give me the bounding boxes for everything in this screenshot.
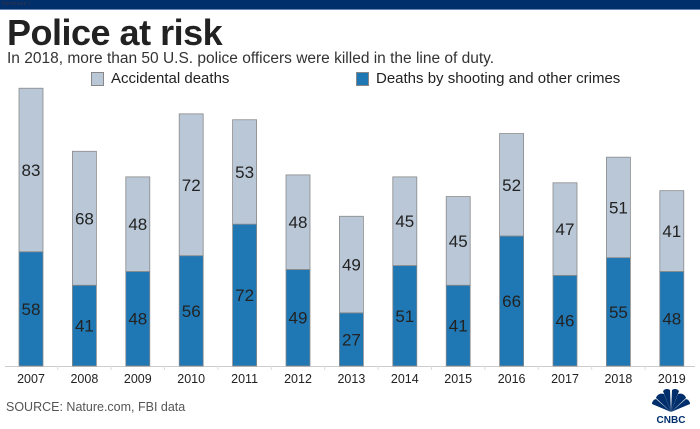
svg-text:CNBC: CNBC bbox=[657, 415, 686, 424]
x-tick-label: 2010 bbox=[177, 372, 205, 386]
data-label: 49 bbox=[342, 256, 361, 275]
data-label: 48 bbox=[289, 213, 308, 232]
x-tick-label: 2011 bbox=[231, 372, 258, 386]
data-label: 45 bbox=[395, 212, 414, 231]
data-label: 68 bbox=[75, 209, 94, 228]
x-tick-label: 2018 bbox=[604, 372, 632, 386]
data-label: 58 bbox=[22, 300, 41, 319]
x-tick-label: 2015 bbox=[444, 372, 472, 386]
bar-accidental bbox=[659, 190, 685, 272]
data-label: 66 bbox=[502, 292, 521, 311]
data-label: 56 bbox=[182, 302, 201, 321]
data-label: 53 bbox=[235, 163, 254, 182]
legend-swatch bbox=[356, 71, 369, 86]
bar-shooting bbox=[606, 257, 631, 367]
data-label: 48 bbox=[128, 310, 147, 329]
bar-accidental bbox=[125, 176, 151, 272]
bar-accidental bbox=[338, 215, 364, 314]
x-tick-label: 2007 bbox=[17, 372, 45, 386]
bar-accidental bbox=[392, 176, 418, 266]
data-label: 45 bbox=[449, 232, 468, 251]
data-label: 41 bbox=[662, 222, 681, 241]
bar-shooting bbox=[445, 284, 471, 367]
legend-label: Deaths by shooting and other crimes bbox=[376, 70, 621, 87]
x-tick-label: 2017 bbox=[551, 372, 579, 386]
bar-shooting bbox=[178, 255, 204, 367]
data-label: 83 bbox=[22, 161, 41, 180]
x-tick-label: 2009 bbox=[124, 372, 152, 386]
data-label: 48 bbox=[128, 215, 147, 234]
bar-shooting bbox=[72, 284, 97, 367]
bar-accidental bbox=[232, 119, 258, 225]
bar-accidental bbox=[285, 174, 311, 270]
data-label: 72 bbox=[182, 176, 201, 195]
data-label: 46 bbox=[556, 312, 575, 331]
bar-shooting bbox=[125, 271, 151, 367]
legend-swatch bbox=[91, 71, 104, 86]
data-label: 41 bbox=[75, 317, 94, 336]
data-label: 41 bbox=[449, 317, 468, 336]
data-label: 27 bbox=[342, 330, 361, 349]
x-tick-label: 2012 bbox=[284, 372, 312, 386]
window-title: Dashboard 1 bbox=[2, 1, 31, 7]
bar-accidental bbox=[445, 196, 471, 286]
x-tick-label: 2019 bbox=[658, 372, 686, 386]
cnbc-logo: CNBC bbox=[648, 388, 694, 429]
window-title-bar: Dashboard 1 bbox=[0, 0, 700, 10]
chart-title: Police at risk bbox=[7, 12, 223, 53]
x-tick-label: 2014 bbox=[391, 372, 419, 386]
source-note: SOURCE: Nature.com, FBI data bbox=[6, 400, 186, 414]
legend-label: Accidental deaths bbox=[111, 70, 230, 87]
x-tick-label: 2008 bbox=[70, 372, 98, 386]
legend-item-accidental: Accidental deaths bbox=[91, 70, 229, 87]
bar-accidental bbox=[499, 133, 525, 237]
legend-item-shooting: Deaths by shooting and other crimes bbox=[356, 70, 620, 87]
bar-shooting bbox=[18, 251, 44, 367]
data-label: 47 bbox=[556, 220, 575, 239]
bar-shooting bbox=[659, 271, 685, 367]
x-tick-label: 2013 bbox=[337, 372, 365, 386]
data-label: 52 bbox=[502, 176, 521, 195]
bar-shooting bbox=[392, 265, 418, 367]
data-label: 51 bbox=[395, 307, 414, 326]
data-label: 55 bbox=[609, 303, 628, 322]
data-label: 49 bbox=[289, 309, 308, 328]
chart-subtitle: In 2018, more than 50 U.S. police office… bbox=[7, 50, 495, 67]
data-label: 48 bbox=[662, 310, 681, 329]
bar-accidental bbox=[606, 156, 631, 259]
bar-shooting bbox=[285, 269, 311, 367]
bar-shooting bbox=[499, 235, 525, 367]
data-label: 51 bbox=[609, 198, 628, 217]
bar-accidental bbox=[18, 87, 44, 253]
bar-accidental bbox=[552, 182, 578, 276]
data-label: 72 bbox=[235, 286, 254, 305]
bar-shooting bbox=[552, 274, 578, 367]
bar-accidental bbox=[178, 113, 204, 257]
x-tick-label: 2016 bbox=[498, 372, 526, 386]
bar-accidental bbox=[72, 150, 97, 286]
